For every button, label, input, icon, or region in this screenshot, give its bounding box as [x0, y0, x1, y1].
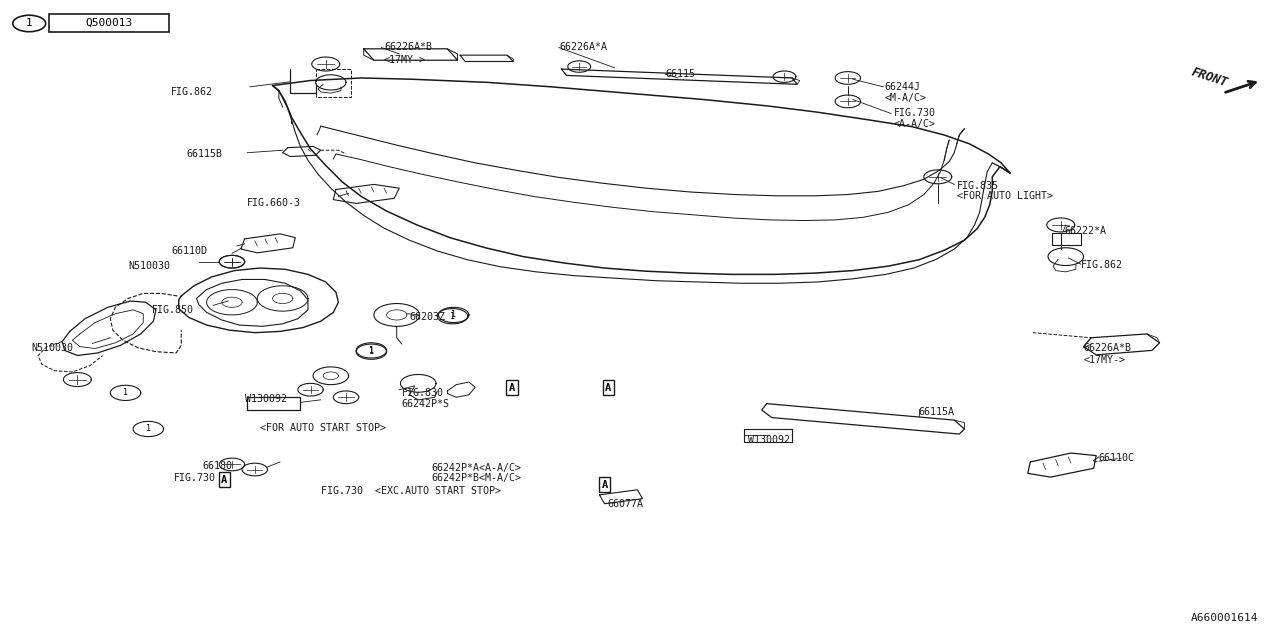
Text: FIG.830: FIG.830 — [402, 388, 444, 398]
Text: 66180: 66180 — [202, 461, 233, 470]
Text: W130092: W130092 — [244, 394, 287, 404]
Text: FIG.730: FIG.730 — [893, 108, 936, 118]
Text: <A-A/C>: <A-A/C> — [893, 118, 936, 129]
Text: A: A — [221, 475, 228, 484]
Text: <17MY->: <17MY-> — [1083, 355, 1125, 365]
Text: FIG.730: FIG.730 — [174, 474, 215, 483]
Text: 1: 1 — [452, 310, 456, 319]
Text: <FOR AUTO START STOP>: <FOR AUTO START STOP> — [260, 422, 385, 433]
Text: <FOR AUTO LIGHT>: <FOR AUTO LIGHT> — [956, 191, 1052, 202]
Text: 1: 1 — [146, 424, 151, 433]
Text: 66226A*B: 66226A*B — [384, 42, 433, 52]
Text: 1: 1 — [123, 388, 128, 397]
Text: 66226A*B: 66226A*B — [1083, 344, 1132, 353]
Bar — [50, 14, 169, 32]
Text: 66226A*A: 66226A*A — [559, 42, 607, 52]
Text: FRONT: FRONT — [1190, 66, 1230, 90]
Text: W130092: W130092 — [748, 435, 790, 445]
Text: A: A — [602, 480, 608, 490]
Text: 66242P*A<A-A/C>: 66242P*A<A-A/C> — [431, 463, 521, 472]
Text: FIG.660-3: FIG.660-3 — [247, 198, 301, 208]
Text: <17MY->: <17MY-> — [384, 55, 426, 65]
Text: FIG.862: FIG.862 — [172, 87, 214, 97]
Text: 66077A: 66077A — [607, 499, 643, 509]
Text: 66242P*B<M-A/C>: 66242P*B<M-A/C> — [431, 474, 521, 483]
Text: 66110C: 66110C — [1098, 453, 1135, 463]
Text: <M-A/C>: <M-A/C> — [884, 93, 927, 103]
Text: 66242P*S: 66242P*S — [402, 399, 449, 409]
Text: FIG.835: FIG.835 — [956, 180, 998, 191]
Text: FIG.730  <EXC.AUTO START STOP>: FIG.730 <EXC.AUTO START STOP> — [321, 486, 500, 496]
Text: 1: 1 — [369, 347, 374, 356]
Text: A660001614: A660001614 — [1190, 613, 1258, 623]
Text: 66244J: 66244J — [884, 82, 920, 92]
Text: 1: 1 — [451, 312, 454, 321]
Text: 1: 1 — [26, 19, 32, 28]
Text: FIG.850: FIG.850 — [152, 305, 195, 316]
Text: FIG.862: FIG.862 — [1082, 260, 1123, 270]
Text: A: A — [605, 383, 612, 393]
Text: 66110D: 66110D — [172, 246, 207, 256]
Text: N510030: N510030 — [32, 344, 74, 353]
Text: 66115B: 66115B — [187, 149, 223, 159]
Text: N510030: N510030 — [128, 261, 170, 271]
Text: 66203Z: 66203Z — [410, 312, 445, 322]
Text: 66115: 66115 — [666, 69, 695, 79]
Text: 1: 1 — [369, 346, 374, 355]
Text: 66222*A: 66222*A — [1065, 226, 1106, 236]
Text: 66115A: 66115A — [919, 407, 955, 417]
Text: Q500013: Q500013 — [86, 18, 133, 28]
Text: A: A — [509, 383, 515, 393]
